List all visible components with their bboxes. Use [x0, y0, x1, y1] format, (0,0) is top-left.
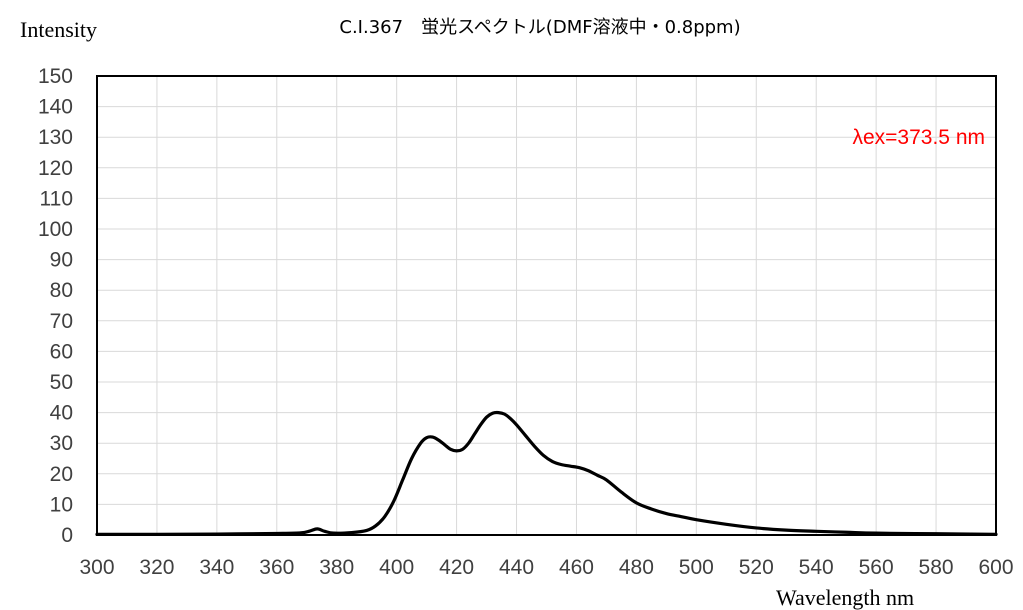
- x-tick-label: 580: [919, 556, 954, 579]
- x-tick-label: 400: [379, 556, 414, 579]
- excitation-annotation: λex=373.5 nm: [852, 126, 985, 149]
- y-tick-label: 30: [50, 432, 73, 455]
- y-axis-title: Intensity: [20, 17, 97, 42]
- y-tick-label: 20: [50, 463, 73, 486]
- x-tick-label: 420: [439, 556, 474, 579]
- spectrum-line: [95, 410, 998, 537]
- series-layer: [95, 410, 998, 537]
- y-tick-label: 110: [40, 187, 73, 210]
- x-tick-label: 600: [978, 556, 1013, 579]
- x-tick-label: 480: [619, 556, 654, 579]
- x-tick-label: 440: [499, 556, 534, 579]
- x-tick-label: 380: [319, 556, 354, 579]
- y-tick-label: 70: [50, 310, 73, 333]
- x-tick-label: 320: [139, 556, 174, 579]
- y-tick-label: 40: [50, 402, 73, 425]
- x-tick-label: 360: [259, 556, 294, 579]
- y-tick-label: 130: [38, 126, 73, 149]
- y-tick-label: 120: [38, 157, 73, 180]
- x-axis-title: Wavelength nm: [776, 585, 914, 610]
- x-tick-label: 540: [799, 556, 834, 579]
- x-tick-label: 560: [859, 556, 894, 579]
- x-tick-label: 340: [199, 556, 234, 579]
- chart-title: C.I.367 蛍光スペクトル(DMF溶液中・0.8ppm): [339, 17, 740, 38]
- x-tick-label: 300: [79, 556, 114, 579]
- y-tick-label: 50: [50, 371, 73, 394]
- y-tick-label: 0: [61, 524, 73, 547]
- plot-border: [96, 75, 997, 536]
- y-tick-label: 150: [38, 65, 73, 88]
- y-tick-label: 10: [50, 493, 73, 516]
- x-tick-label: 460: [559, 556, 594, 579]
- y-tick-label: 60: [50, 340, 73, 363]
- y-tick-label: 80: [50, 279, 73, 302]
- gridlines: [96, 75, 997, 536]
- x-tick-label: 500: [679, 556, 714, 579]
- y-tick-label: 90: [50, 249, 73, 272]
- y-tick-labels: 0 10 20 30 40 50 60 70 80 90 100 110 120 130 140 150: [38, 65, 73, 547]
- x-tick-label: 520: [739, 556, 774, 579]
- y-tick-label: 100: [38, 218, 73, 241]
- x-tick-labels: 300 320 340 360 380 400 420 440 460 480 500 520 540 5…: [79, 556, 1013, 579]
- y-tick-label: 140: [38, 96, 73, 119]
